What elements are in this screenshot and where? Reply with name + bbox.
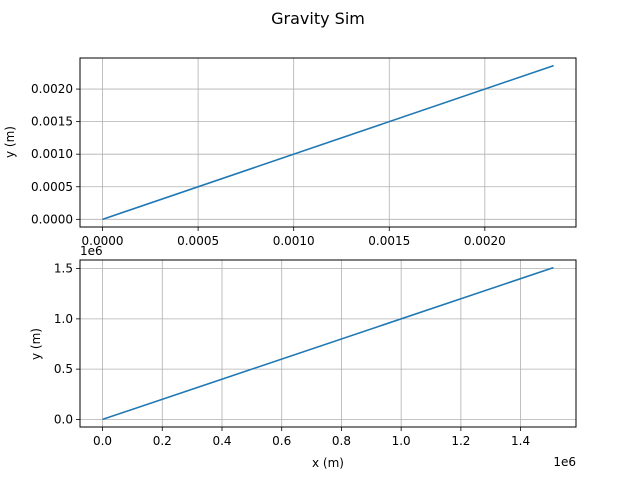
subplot-top: 0.0000 0.0005 0.0010 0.0015 0.0020 0.00000.0… (3, 57, 577, 248)
y-axis-label-top: y (m) (3, 126, 17, 158)
y-tick-label-bottom: 1.5 (54, 262, 73, 276)
y-tick-label-top: 0.0000 (31, 212, 73, 226)
y-ticks-top: 0.0000 0.0005 0.0010 0.0015 0.0020 (31, 82, 80, 226)
y-tick-label-bottom: 0.5 (54, 362, 73, 376)
x-tick-label-top: 0.0010 (273, 234, 315, 248)
x-ticks-bottom: 0.0 0.2 0.4 0.6 0.8 1.0 1.2 1.4 (93, 427, 530, 448)
x-tick-label-bottom: 0.6 (272, 434, 291, 448)
x-tick-label-top: 0.0020 (464, 234, 506, 248)
x-tick-label-bottom: 1.4 (511, 434, 530, 448)
x-axis-label-bottom: x (m) (312, 456, 344, 470)
x-tick-label-top: 0.0000 (82, 234, 124, 248)
series-bottom (102, 266, 554, 421)
grid-top (80, 58, 576, 227)
series-top (102, 64, 554, 221)
figure-title: Gravity Sim (271, 9, 365, 28)
x-tick-label-bottom: 0.2 (153, 434, 172, 448)
axes-frame-top (79, 57, 577, 228)
offset-label-bottom-right: 1e6 (553, 455, 576, 469)
y-tick-label-top: 0.0010 (31, 147, 73, 161)
subplot-bottom: 0.0 0.2 0.4 0.6 0.8 1.0 1.2 1.4 0.0 0.5 1.0 1.5 y … (29, 244, 577, 470)
x-tick-label-top: 0.0015 (368, 234, 410, 248)
x-tick-label-bottom: 1.2 (451, 434, 470, 448)
y-ticks-bottom: 0.0 0.5 1.0 1.5 (54, 262, 80, 426)
y-tick-label-bottom: 0.0 (54, 412, 73, 426)
y-tick-label-bottom: 1.0 (54, 312, 73, 326)
series-line-top (102, 64, 554, 221)
offset-label-bottom-left: 1e6 (80, 244, 103, 258)
x-tick-label-bottom: 1.0 (392, 434, 411, 448)
y-tick-label-top: 0.0015 (31, 115, 73, 129)
x-ticks-top: 0.0000 0.0005 0.0010 0.0015 0.0020 (82, 227, 506, 248)
x-tick-label-bottom: 0.4 (212, 434, 231, 448)
x-tick-label-top: 0.0005 (177, 234, 219, 248)
y-axis-label-bottom: y (m) (29, 328, 43, 360)
series-line-bottom (102, 266, 554, 421)
y-tick-label-top: 0.0020 (31, 82, 73, 96)
x-tick-label-bottom: 0.8 (332, 434, 351, 448)
axes-frame-bottom (79, 259, 577, 428)
x-tick-label-bottom: 0.0 (93, 434, 112, 448)
y-tick-label-top: 0.0005 (31, 180, 73, 194)
grid-bottom (80, 260, 576, 427)
